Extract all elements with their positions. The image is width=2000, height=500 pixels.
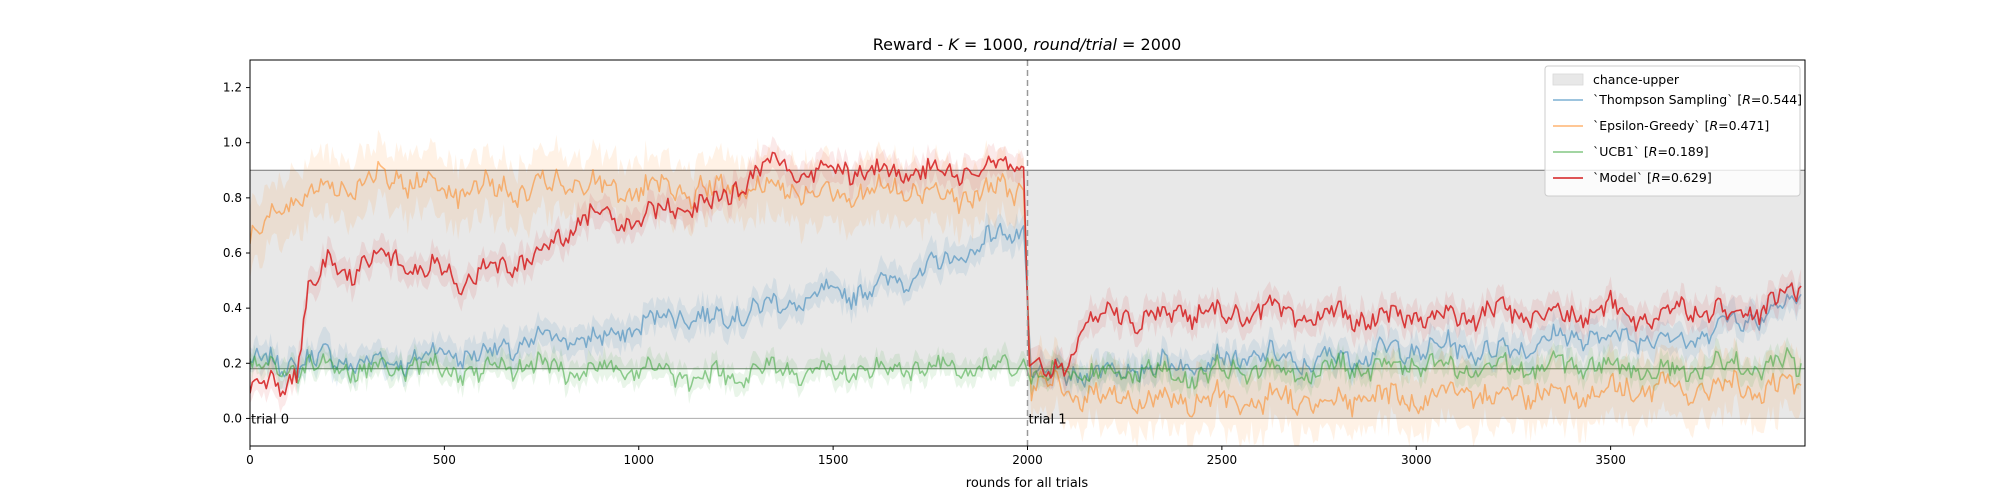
title-k-symbol: K — [948, 35, 960, 54]
y-tick-label: 0.8 — [223, 191, 242, 205]
trial-annotation-0: trial 0 — [251, 412, 289, 427]
y-tick-label: 1.0 — [223, 136, 242, 150]
y-tick-label: 0.2 — [223, 356, 242, 370]
legend-box — [1544, 65, 1801, 197]
legend-label-chance-upper: chance-upper — [1593, 72, 1680, 87]
legend-swatch-chance-upper — [1552, 73, 1584, 86]
title-round-value: = 2000 — [1117, 35, 1181, 54]
x-tick-label: 0 — [246, 453, 254, 467]
y-tick-label: 1.2 — [223, 81, 242, 95]
x-tick-label: 500 — [433, 453, 456, 467]
series-line-0 — [250, 222, 1802, 388]
plot-area: trial 0 trial 1 — [250, 60, 1805, 446]
legend-label-1: `Epsilon-Greedy` [R=0.471] — [1593, 118, 1769, 133]
x-tick-label: 1500 — [818, 453, 849, 467]
axes: 0 500 1000 1500 2000 2500 3000 3500 0.0 0.2 0.4 0.6… — [223, 81, 1626, 467]
series-band-2 — [250, 336, 1802, 404]
x-tick-label: 1000 — [623, 453, 654, 467]
title-prefix: Reward - — [873, 35, 949, 54]
y-tick-label: 0.6 — [223, 246, 242, 260]
y-tick-label: 0.4 — [223, 301, 242, 315]
series-line-3 — [250, 151, 1802, 398]
x-tick-label: 3000 — [1401, 453, 1432, 467]
title-k-value: = 1000, — [959, 35, 1033, 54]
series-line-2 — [250, 347, 1802, 392]
title-round-symbol: round/trial — [1033, 35, 1117, 54]
series-band-1 — [250, 129, 1802, 446]
y-tick-label: 0.0 — [223, 411, 242, 425]
x-tick-label: 2000 — [1012, 453, 1043, 467]
trial-annotation-1: trial 1 — [1029, 412, 1067, 427]
x-axis-label: rounds for all trials — [966, 476, 1089, 491]
legend-label-0: `Thompson Sampling` [R=0.544] — [1593, 92, 1802, 107]
legend-label-3: `Model` [R=0.629] — [1593, 170, 1712, 185]
legend-label-2: `UCB1` [R=0.189] — [1593, 144, 1709, 159]
chart-title: Reward - K = 1000, round/trial = 2000 — [873, 35, 1182, 54]
x-tick-label: 3500 — [1595, 453, 1626, 467]
x-tick-label: 2500 — [1207, 453, 1238, 467]
legend: chance-upper `Thompson Sampling` [R=0.54… — [1544, 65, 1802, 197]
